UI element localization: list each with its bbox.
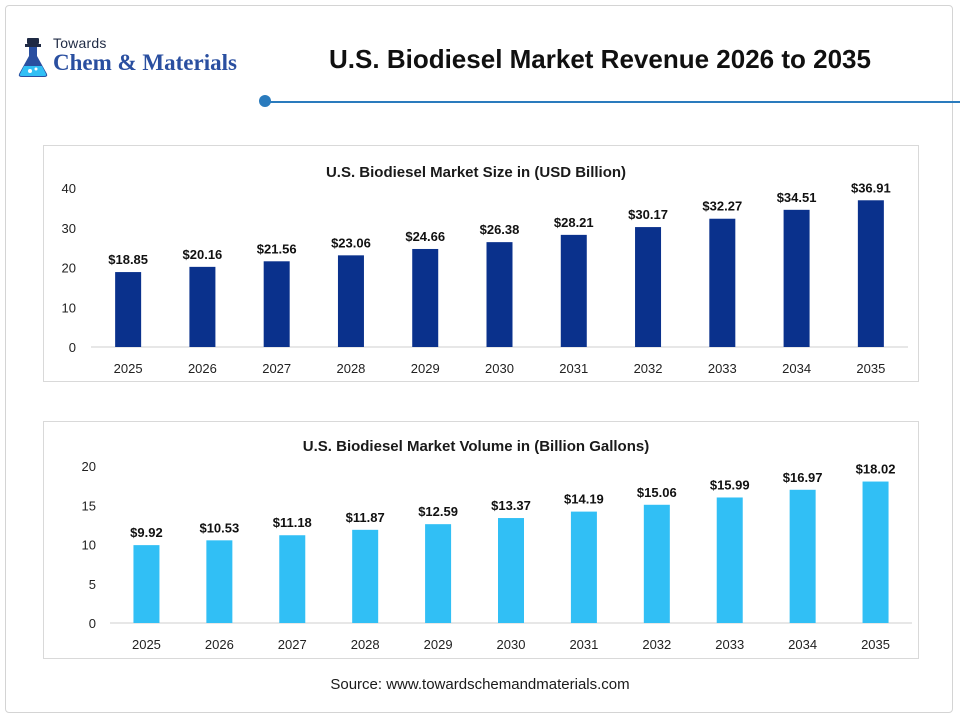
x-tick-label: 2030 xyxy=(485,361,514,376)
chart-title: U.S. Biodiesel Market Size in (USD Billi… xyxy=(326,164,626,181)
bar xyxy=(709,218,736,347)
market-size-chart-svg: U.S. Biodiesel Market Size in (USD Billi… xyxy=(62,164,908,376)
bar xyxy=(263,261,290,347)
x-tick-label: 2026 xyxy=(205,637,234,652)
data-label: $26.38 xyxy=(480,222,520,237)
y-tick-label: 10 xyxy=(82,538,96,553)
data-label: $32.27 xyxy=(702,199,742,214)
x-tick-label: 2031 xyxy=(559,361,588,376)
x-tick-label: 2027 xyxy=(262,361,291,376)
bar xyxy=(789,489,816,623)
bar xyxy=(862,481,889,623)
x-tick-label: 2028 xyxy=(336,361,365,376)
x-tick-label: 2033 xyxy=(708,361,737,376)
market-volume-chart: U.S. Biodiesel Market Volume in (Billion… xyxy=(43,421,919,659)
x-tick-label: 2035 xyxy=(856,361,885,376)
bar xyxy=(133,545,160,623)
y-tick-label: 40 xyxy=(62,181,76,196)
bar xyxy=(189,266,216,347)
y-tick-label: 20 xyxy=(62,261,76,276)
x-tick-label: 2031 xyxy=(569,637,598,652)
data-label: $14.19 xyxy=(564,492,604,507)
bar xyxy=(486,242,513,347)
bar xyxy=(783,209,810,347)
source-note: Source: www.towardschemandmaterials.com xyxy=(330,676,630,693)
y-tick-label: 30 xyxy=(62,221,76,236)
data-label: $16.97 xyxy=(783,470,823,485)
data-label: $9.92 xyxy=(130,525,163,540)
x-tick-label: 2028 xyxy=(351,637,380,652)
x-tick-label: 2025 xyxy=(114,361,143,376)
x-tick-label: 2029 xyxy=(424,637,453,652)
x-tick-label: 2027 xyxy=(278,637,307,652)
data-label: $13.37 xyxy=(491,498,531,513)
market-size-chart: U.S. Biodiesel Market Size in (USD Billi… xyxy=(43,145,919,382)
data-label: $18.02 xyxy=(856,462,896,477)
x-tick-label: 2032 xyxy=(642,637,671,652)
bar xyxy=(352,529,379,623)
market-volume-chart-svg: U.S. Biodiesel Market Volume in (Billion… xyxy=(82,438,912,652)
data-label: $23.06 xyxy=(331,235,371,250)
x-tick-label: 2035 xyxy=(861,637,890,652)
bar xyxy=(115,272,142,347)
x-tick-label: 2034 xyxy=(782,361,811,376)
bar xyxy=(570,511,597,623)
x-tick-label: 2032 xyxy=(634,361,663,376)
y-tick-label: 15 xyxy=(82,498,96,513)
data-label: $18.85 xyxy=(108,252,148,267)
chart-title: U.S. Biodiesel Market Volume in (Billion… xyxy=(303,438,649,455)
title-rule xyxy=(266,101,960,103)
x-tick-label: 2034 xyxy=(788,637,817,652)
title-rule-dot xyxy=(259,95,271,107)
bar xyxy=(206,540,233,623)
y-tick-label: 0 xyxy=(69,340,76,355)
x-tick-label: 2029 xyxy=(411,361,440,376)
data-label: $15.99 xyxy=(710,477,750,492)
page-frame xyxy=(5,5,953,713)
x-tick-label: 2033 xyxy=(715,637,744,652)
flask-icon xyxy=(18,38,48,77)
bar xyxy=(425,524,452,623)
y-tick-label: 0 xyxy=(89,616,96,631)
data-label: $28.21 xyxy=(554,215,594,230)
x-tick-label: 2025 xyxy=(132,637,161,652)
y-tick-label: 20 xyxy=(82,459,96,474)
data-label: $34.51 xyxy=(777,190,817,205)
data-label: $11.87 xyxy=(346,510,385,525)
bar xyxy=(412,248,439,347)
x-tick-label: 2030 xyxy=(497,637,526,652)
x-tick-label: 2026 xyxy=(188,361,217,376)
data-label: $36.91 xyxy=(851,180,891,195)
y-tick-label: 5 xyxy=(89,577,96,592)
y-tick-label: 10 xyxy=(62,300,76,315)
logo-line-2: Chem & Materials xyxy=(53,50,237,75)
data-label: $21.56 xyxy=(257,241,297,256)
data-label: $20.16 xyxy=(183,247,223,262)
page-title: U.S. Biodiesel Market Revenue 2026 to 20… xyxy=(329,44,871,74)
bar xyxy=(560,234,587,347)
bar xyxy=(635,227,662,347)
data-label: $12.59 xyxy=(418,504,458,519)
bar xyxy=(643,504,670,623)
bar xyxy=(716,497,743,623)
bar xyxy=(337,255,364,347)
data-label: $30.17 xyxy=(628,207,668,222)
data-label: $15.06 xyxy=(637,485,677,500)
data-label: $11.18 xyxy=(273,515,312,530)
data-label: $24.66 xyxy=(405,229,445,244)
bar xyxy=(498,518,524,623)
data-label: $10.53 xyxy=(199,520,239,535)
bar xyxy=(857,200,884,347)
company-logo: Towards Chem & Materials xyxy=(16,34,266,84)
bar xyxy=(279,535,306,623)
logo-line-1: Towards xyxy=(53,35,107,51)
